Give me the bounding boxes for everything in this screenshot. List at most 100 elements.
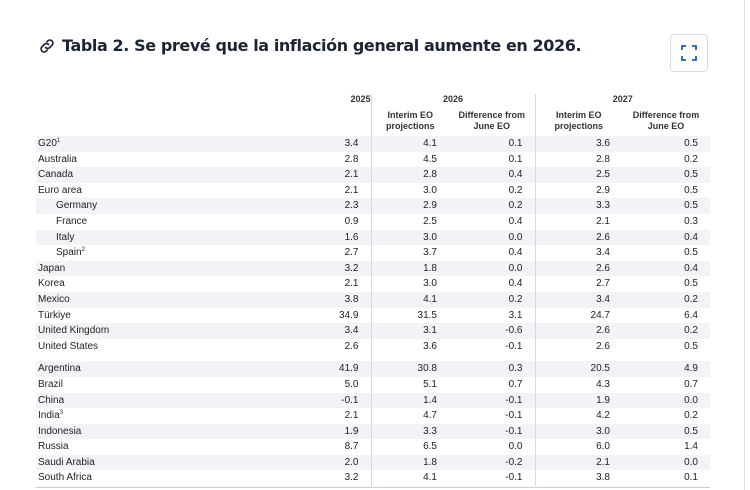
value-2025-cell: 8.7: [344, 441, 359, 453]
difference-2027-cell: 0.5: [622, 167, 710, 183]
table-row: South Africa 3.2 4.1 -0.1 3.8 0.1: [36, 470, 710, 487]
difference-2026-cell: 0.2: [449, 291, 535, 308]
difference-2026-cell: -0.6: [449, 323, 535, 339]
country-name: Japan: [36, 260, 241, 277]
country-name: Euro area: [38, 184, 82, 196]
difference-2027-cell: 0.4: [622, 229, 710, 246]
value-2025-cell: 5.0: [344, 378, 359, 390]
table-row: Australia 2.8 4.5 0.1 2.8 0.2: [36, 151, 710, 168]
difference-2026-cell: 0.1: [508, 153, 523, 165]
difference-2027-cell: 0.2: [622, 323, 710, 339]
difference-2027-cell: 0.0: [622, 454, 710, 471]
difference-2026-cell: 0.4: [508, 247, 523, 259]
interim-2027-cell: 3.4: [534, 291, 622, 308]
interim-2026-cell: 4.5: [370, 151, 449, 168]
interim-2027-cell: 2.1: [534, 213, 622, 230]
difference-2026-cell: 0.2: [449, 198, 535, 214]
country-name: Argentina: [36, 361, 241, 377]
interim-2026-cell: 6.5: [370, 439, 449, 455]
difference-2027-cell: 0.1: [684, 472, 698, 484]
country-name: China: [36, 392, 241, 409]
table-bottom-rule: [36, 487, 710, 488]
country-name: Saudi Arabia: [36, 454, 241, 471]
difference-2026-cell: 0.4: [508, 215, 523, 227]
interim-2026-cell: 2.8: [370, 167, 449, 183]
interim-2026-cell: 1.4: [370, 392, 449, 409]
interim-2027-cell: 2.7: [534, 276, 622, 292]
year-header-2026: 2026: [370, 94, 535, 110]
interim-2027-cell: 3.0: [534, 423, 622, 440]
value-2025-cell: 2.3: [241, 198, 371, 214]
difference-2027-cell: 0.2: [684, 153, 698, 165]
difference-2026-cell: 0.0: [449, 260, 535, 277]
difference-2027-cell: 0.5: [622, 198, 710, 214]
interim-2027-cell: 2.8: [534, 151, 622, 168]
difference-2027-cell: 0.0: [622, 392, 710, 409]
difference-2027-cell: 0.5: [684, 247, 698, 259]
year-header-2025: 2025: [350, 94, 371, 104]
interim-2026-cell: 1.8: [370, 260, 449, 277]
interim-2027-cell: 6.0: [534, 439, 622, 455]
interim-2027-cell: 1.9: [534, 392, 622, 409]
table-row: United Kingdom 3.4 3.1 -0.6 2.6 0.2: [36, 323, 710, 339]
interim-2026-cell: 3.3: [370, 423, 449, 440]
difference-2026-cell: -0.1: [505, 472, 523, 484]
interim-2027-cell: 2.5: [534, 167, 622, 183]
interim-2026-cell: 3.1: [370, 323, 449, 339]
difference-2027-cell: 4.9: [622, 361, 710, 377]
expand-icon: [681, 45, 697, 61]
country-name: South Africa: [38, 472, 92, 484]
difference-2026-cell: 0.4: [449, 167, 535, 183]
country-name: G201: [36, 136, 241, 152]
table-row: Argentina 41.9 30.8 0.3 20.5 4.9: [36, 361, 710, 377]
table-row: Euro area 2.1 3.0 0.2 2.9 0.5: [36, 182, 710, 199]
year-header-2027: 2027: [534, 94, 710, 110]
difference-2026-cell: 0.2: [508, 184, 523, 196]
table-row: G201 3.4 4.1 0.1 3.6 0.5: [36, 136, 710, 152]
table-row: Spain2 2.7 3.7 0.4 3.4 0.5: [36, 245, 710, 261]
interim-2027-cell: 20.5: [534, 361, 622, 377]
interim-2026-cell: 2.5: [370, 213, 449, 230]
table-row: Japan 3.2 1.8 0.0 2.6 0.4: [36, 260, 710, 277]
value-2025-cell: 1.9: [241, 423, 371, 440]
value-2025-cell: 2.1: [344, 184, 359, 196]
country-name: Spain2: [56, 247, 85, 259]
interim-2026-cell: 4.1: [370, 291, 449, 308]
interim-2026-cell: 3.7: [370, 245, 449, 261]
table-row: China -0.1 1.4 -0.1 1.9 0.0: [36, 392, 710, 409]
value-2025-cell: 0.9: [344, 215, 359, 227]
difference-2027-cell: 0.5: [622, 136, 710, 152]
country-name: Germany: [36, 198, 241, 214]
table-row: Russia 8.7 6.5 0.0 6.0 1.4: [36, 439, 710, 455]
inflation-table: 2025 2026 2027 Interim EO projections Di…: [36, 94, 710, 487]
interim-2027-cell: 2.6: [534, 260, 622, 277]
footnote-marker: 3: [59, 410, 64, 417]
difference-2026-cell: 0.4: [508, 278, 523, 290]
interim-2026-cell: 4.1: [370, 136, 449, 152]
country-name: Brazil: [38, 378, 64, 390]
link-icon[interactable]: [38, 37, 56, 55]
table-row: United States 2.6 3.6 -0.1 2.6 0.5: [36, 338, 710, 355]
interim-2026-cell: 3.0: [370, 276, 449, 292]
difference-2027-cell: 1.4: [684, 441, 698, 453]
country-name: Indonesia: [36, 423, 241, 440]
difference-2026-cell: 0.7: [508, 378, 523, 390]
interim-2027-cell: 4.3: [534, 376, 622, 393]
country-name: Türkiye: [38, 309, 71, 321]
interim-2026-cell: 3.6: [370, 338, 449, 355]
value-2025-cell: 2.1: [241, 167, 371, 183]
interim-2026-cell: 30.8: [370, 361, 449, 377]
value-2025-cell: 3.2: [344, 472, 359, 484]
interim-2027-cell: 3.8: [534, 470, 622, 487]
value-2025-cell: 2.0: [241, 454, 371, 471]
country-name: India3: [38, 410, 64, 422]
interim-2027-cell: 2.6: [534, 229, 622, 246]
country-name: France: [56, 215, 88, 227]
value-2025-cell: 3.4: [241, 323, 371, 339]
title-row: Tabla 2. Se prevé que la inflación gener…: [38, 36, 582, 55]
difference-2026-cell: 0.3: [449, 361, 535, 377]
interim-2026-cell: 4.7: [370, 408, 449, 424]
expand-button[interactable]: [670, 34, 708, 72]
subheader-interim-2027: Interim EO projections: [534, 110, 622, 136]
